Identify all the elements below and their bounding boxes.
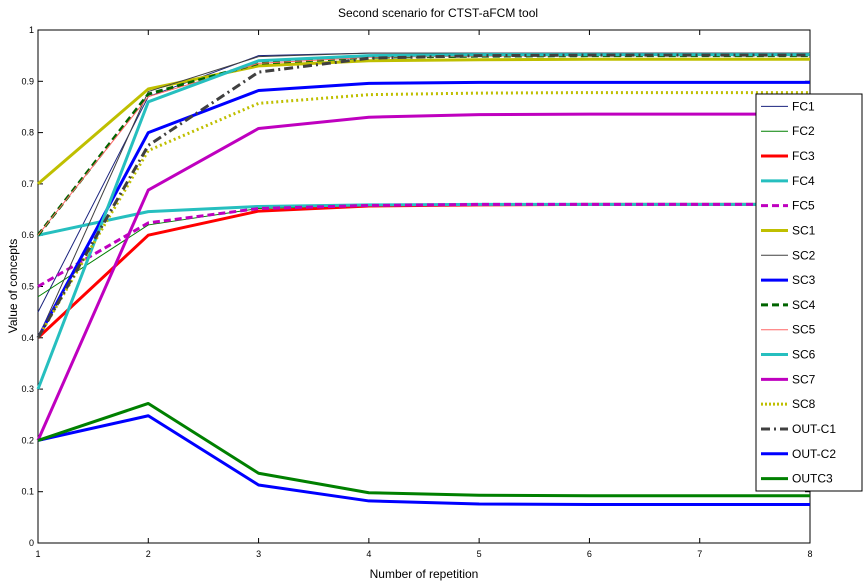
legend-label-out-c2: OUT-C2: [792, 447, 836, 461]
x-tick-label: 3: [256, 549, 261, 559]
x-tick-label: 2: [146, 549, 151, 559]
legend-label-sc3: SC3: [792, 273, 816, 287]
series-line-out-c1: [36, 53, 810, 339]
x-tick-label: 7: [697, 549, 702, 559]
y-axis-title: Value of concepts: [6, 239, 20, 334]
y-tick-label: 0.4: [21, 333, 34, 343]
legend-label-sc4: SC4: [792, 298, 816, 312]
legend-label-sc7: SC7: [792, 372, 816, 386]
y-tick-label: 0.5: [21, 282, 34, 292]
y-tick-label: 0.2: [21, 435, 34, 445]
chart-title: Second scenario for CTST-aFCM tool: [338, 6, 538, 20]
y-axis: 0 0.1 0.2 0.3 0.4 0.5 0.6 0.7 0.8 0.9 1: [21, 25, 810, 548]
x-tick-label: 1: [35, 549, 40, 559]
y-tick-label: 0: [29, 538, 34, 548]
y-tick-label: 0.7: [21, 179, 34, 189]
series-layer: [36, 52, 810, 507]
series-line-sc8: [36, 91, 810, 339]
y-tick-label: 0.6: [21, 230, 34, 240]
series-line-sc2: [37, 52, 810, 339]
x-tick-label: 4: [366, 549, 371, 559]
plot-area: [37, 29, 811, 544]
legend-label-sc2: SC2: [792, 248, 816, 262]
legend-label-sc5: SC5: [792, 323, 816, 337]
y-tick-label: 0.1: [21, 487, 34, 497]
legend-label-outc3: OUTC3: [792, 472, 833, 486]
x-axis: 1 2 3 4 5 6 7 8: [35, 30, 813, 559]
x-tick-label: 8: [807, 549, 812, 559]
series-line-outc3: [37, 401, 810, 498]
legend-label-sc1: SC1: [792, 223, 816, 237]
legend-label-out-c1: OUT-C1: [792, 422, 836, 436]
series-line-sc6: [36, 53, 810, 390]
y-tick-label: 0.8: [21, 128, 34, 138]
legend-label-sc6: SC6: [792, 348, 816, 362]
legend-label-fc4: FC4: [792, 174, 815, 188]
legend-label-sc8: SC8: [792, 397, 816, 411]
x-tick-label: 6: [587, 549, 592, 559]
series-line-fc5: [37, 202, 810, 288]
legend: FC1 FC2 FC3 FC4 FC5 SC1 SC2 SC3 SC4 SC5 SC6 SC7 SC8 O…: [755, 93, 863, 492]
series-line-sc1: [37, 57, 810, 186]
legend-label-fc2: FC2: [792, 124, 815, 138]
legend-label-fc3: FC3: [792, 149, 815, 163]
legend-box: [755, 93, 863, 492]
y-tick-label: 0.9: [21, 76, 34, 86]
series-line-sc3: [36, 80, 810, 339]
y-tick-label: 1: [29, 25, 34, 35]
x-axis-title: Number of repetition: [370, 567, 479, 581]
x-tick-label: 5: [477, 549, 482, 559]
y-tick-label: 0.3: [21, 384, 34, 394]
legend-label-fc1: FC1: [792, 99, 815, 113]
series-line-out-c2: [37, 414, 810, 507]
series-line-sc7: [36, 112, 810, 442]
legend-label-fc5: FC5: [792, 199, 815, 213]
